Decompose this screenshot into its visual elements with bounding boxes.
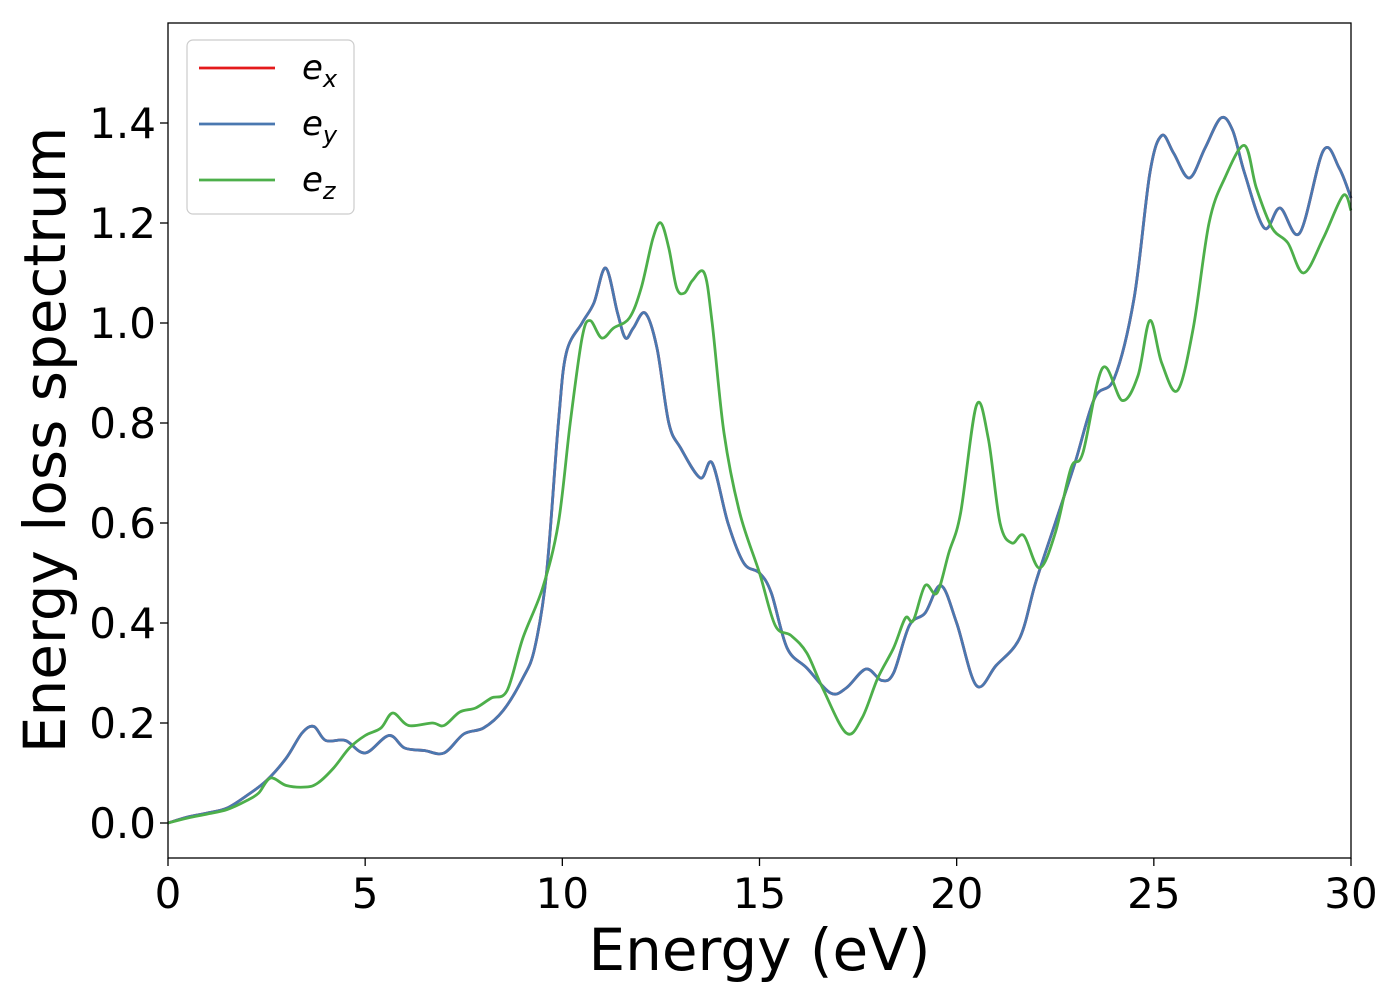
legend-label-e-x: ex xyxy=(302,48,338,93)
legend-frame xyxy=(186,39,355,215)
x-tick-label: 0 xyxy=(155,869,182,918)
y-tick-label: 0.8 xyxy=(89,399,156,448)
y-tick-label: 1.4 xyxy=(89,99,156,148)
y-axis-ticks: 0.0 0.2 0.4 0.6 0.8 1.0 1.2 1.4 xyxy=(89,99,168,848)
y-tick-label: 0.2 xyxy=(89,699,156,748)
x-tick-label: 15 xyxy=(733,869,786,918)
series-line-e-y xyxy=(167,115,1353,825)
plot-area xyxy=(168,23,1351,858)
y-tick-label: 1.0 xyxy=(89,299,156,348)
y-tick-label: 1.2 xyxy=(89,199,156,248)
x-axis-ticks: 0 5 10 15 20 25 30 xyxy=(155,858,1378,918)
x-tick-label: 10 xyxy=(536,869,589,918)
x-tick-label: 5 xyxy=(352,869,379,918)
y-tick-label: 0.4 xyxy=(89,599,156,648)
y-axis-label: Energy loss spectrum xyxy=(11,127,79,753)
legend-label-e-y: ey xyxy=(302,104,338,149)
x-tick-label: 30 xyxy=(1324,869,1377,918)
x-tick-label: 25 xyxy=(1127,869,1180,918)
series-layer xyxy=(167,115,1353,825)
legend-label-e-z: ez xyxy=(302,160,337,205)
legend: ex ey ez xyxy=(186,39,355,215)
x-axis-label: Energy (eV) xyxy=(588,916,930,984)
series-line-e-z xyxy=(167,144,1353,825)
x-tick-label: 20 xyxy=(930,869,983,918)
y-tick-label: 0.0 xyxy=(89,799,156,848)
y-tick-label: 0.6 xyxy=(89,499,156,548)
